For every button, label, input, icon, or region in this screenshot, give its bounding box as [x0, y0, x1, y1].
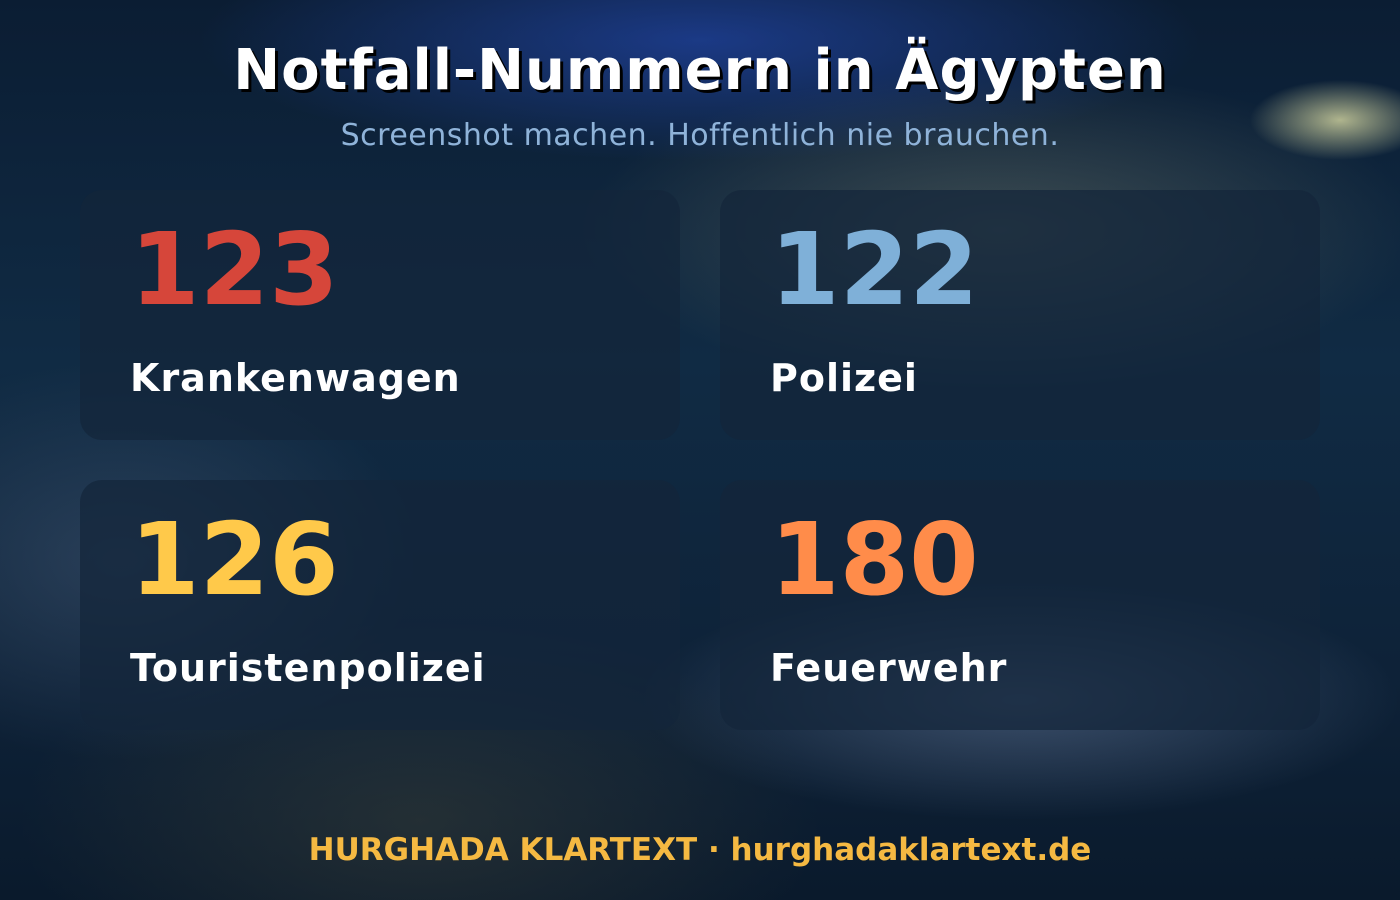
card: 180 Feuerwehr	[720, 480, 1320, 730]
card: 123 Krankenwagen	[80, 190, 680, 440]
label: Polizei	[770, 356, 918, 400]
number: 123	[130, 211, 339, 328]
title: Notfall-Nummern in Ägypten	[233, 38, 1167, 103]
footer: HURGHADA KLARTEXT · hurghadaklartext.de	[308, 832, 1092, 868]
number: 122	[770, 211, 979, 328]
label: Feuerwehr	[770, 646, 1008, 690]
subtitle: Screenshot machen. Hoffentlich nie brauc…	[340, 118, 1060, 153]
label: Krankenwagen	[130, 356, 461, 400]
number: 180	[770, 501, 979, 618]
card: 126 Touristenpolizei	[80, 480, 680, 730]
number: 126	[130, 501, 339, 618]
card: 122 Polizei	[720, 190, 1320, 440]
label: Touristenpolizei	[130, 646, 486, 690]
